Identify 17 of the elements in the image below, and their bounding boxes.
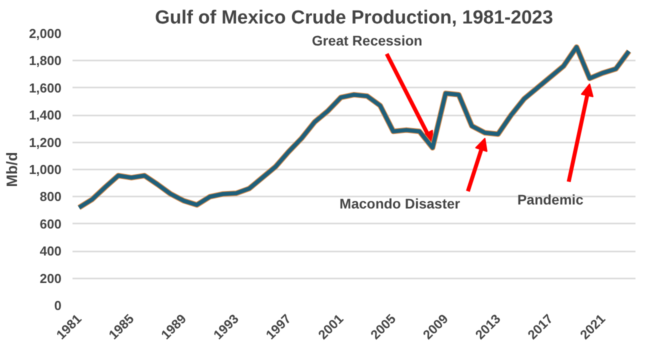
y-tick-label: 1,200 — [28, 134, 62, 150]
annotation: Macondo Disaster — [340, 196, 461, 212]
y-tick-label: 1,000 — [28, 162, 62, 177]
y-tick-label: 400 — [40, 244, 62, 259]
y-tick-label: 1,600 — [28, 80, 62, 96]
y-tick-label: 2,000 — [28, 26, 62, 41]
line-series — [76, 44, 632, 210]
y-tick-label: 0 — [54, 298, 62, 313]
y-tick-label: 600 — [40, 216, 62, 232]
y-tick-label: 800 — [40, 189, 62, 204]
annotation: Pandemic — [517, 191, 584, 208]
y-tick-label: 200 — [40, 270, 62, 286]
y-tick-label: 1,400 — [28, 108, 62, 123]
y-axis-title: Mb/d — [4, 152, 21, 187]
y-tick-label: 1,800 — [28, 53, 62, 68]
annotation: Great Recession — [312, 32, 422, 48]
chart-title: Gulf of Mexico Crude Production, 1981-2023 — [154, 8, 554, 28]
